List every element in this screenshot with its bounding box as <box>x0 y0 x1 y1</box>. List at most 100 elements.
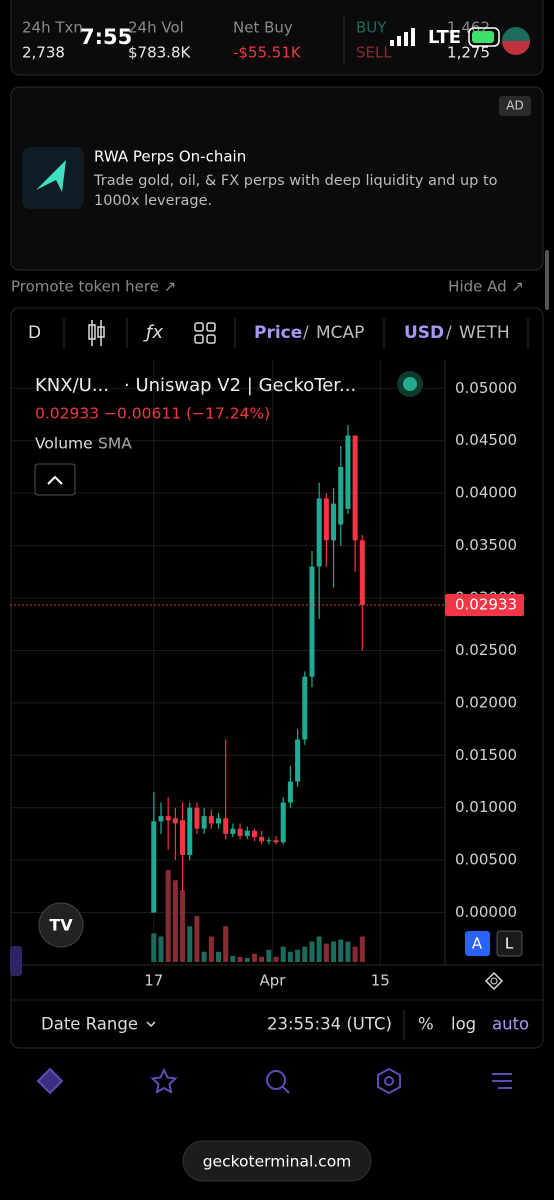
volume-bar <box>266 949 272 962</box>
separator: / <box>446 323 452 343</box>
y-tick-label: 0.04500 <box>455 431 517 449</box>
candle-body <box>223 818 229 834</box>
stat-label: Net Buy <box>233 19 293 37</box>
weth-toggle[interactable]: WETH <box>459 323 510 343</box>
hide-ad[interactable]: Hide Ad ↗ <box>448 278 524 296</box>
stats-card <box>10 0 544 76</box>
volume-bar <box>345 941 351 962</box>
x-tick-label: 15 <box>371 972 390 990</box>
indicator-icon[interactable]: ƒx <box>143 322 163 343</box>
chevron <box>146 1021 156 1028</box>
candle-body <box>180 820 186 855</box>
status-dot <box>403 377 417 391</box>
y-tick-label: 0.05000 <box>455 379 517 397</box>
candle-body <box>302 676 308 740</box>
date-range[interactable]: Date Range <box>41 1015 138 1034</box>
layout-icon[interactable] <box>194 322 216 344</box>
volume-bar <box>309 941 315 962</box>
candle-body <box>280 802 286 843</box>
volume-bar <box>208 936 214 962</box>
candle-body <box>359 540 365 606</box>
volume-bar <box>295 949 301 962</box>
candle-icon[interactable] <box>88 320 105 346</box>
signal-icon <box>390 28 415 46</box>
scale-button-bg[interactable] <box>465 931 490 956</box>
price-toggle[interactable]: Price <box>254 323 302 343</box>
url-pill[interactable] <box>182 1140 372 1182</box>
collapse-button[interactable] <box>34 463 76 496</box>
ad-card[interactable] <box>10 86 544 271</box>
usd-toggle[interactable]: USD <box>404 323 444 343</box>
candle-body <box>201 816 207 829</box>
volume-bar <box>323 943 329 962</box>
candle-body <box>259 837 265 842</box>
candle-body <box>273 840 279 843</box>
candle-body <box>172 818 178 824</box>
volume-bar <box>165 870 171 962</box>
separator: / <box>303 323 309 343</box>
ad-logo-mark <box>36 160 66 192</box>
candle-body <box>295 739 301 782</box>
volume-bar <box>302 946 308 962</box>
url[interactable]: geckoterminal.com <box>203 1153 352 1171</box>
volume-bar <box>251 953 257 962</box>
scale-button[interactable]: L <box>505 935 514 953</box>
settings-icon-dot <box>490 977 498 985</box>
buy-label: BUY <box>356 19 387 37</box>
status-time: 7:55 <box>80 25 132 49</box>
settings-icon[interactable] <box>484 971 504 991</box>
candle-body <box>345 435 351 509</box>
last-price-tag: 0.02933 <box>455 596 517 614</box>
candle-body <box>216 818 222 824</box>
side-handle[interactable] <box>10 946 22 976</box>
candle-body <box>151 821 157 913</box>
tv-logo[interactable] <box>38 902 84 948</box>
candle-body <box>165 816 171 821</box>
nav-explore[interactable] <box>377 1067 401 1095</box>
nav <box>36 1067 512 1095</box>
interval[interactable]: D <box>28 323 41 343</box>
y-tick-label: 0.02500 <box>455 641 517 659</box>
percent-toggle[interactable]: % <box>418 1015 434 1034</box>
tv-logo-mark: TV <box>49 916 73 935</box>
nav-search[interactable] <box>266 1070 286 1090</box>
nav-menu[interactable] <box>492 1073 512 1089</box>
candle-body <box>208 816 214 824</box>
nav-watchlist[interactable] <box>150 1067 178 1094</box>
price-change: −0.00611 (−17.24%) <box>104 405 270 423</box>
scale-button[interactable]: A <box>472 935 483 953</box>
y-tick-label: 0.00500 <box>455 851 517 869</box>
volume-bar <box>352 946 358 962</box>
mcap-toggle[interactable]: MCAP <box>316 323 364 343</box>
auto-toggle[interactable]: auto <box>492 1015 529 1034</box>
ad-text: 1000x leverage. <box>94 193 212 209</box>
log-toggle[interactable]: log <box>451 1015 476 1034</box>
pair-name: KNX/U... <box>35 375 109 396</box>
volume-bar <box>187 926 193 962</box>
battery-level <box>472 31 494 43</box>
volume-bar <box>331 941 337 962</box>
volume-bar <box>338 939 344 962</box>
sell-label: SELL <box>356 44 392 62</box>
nav-home[interactable] <box>36 1067 64 1095</box>
y-tick-label: 0.01500 <box>455 746 517 764</box>
ad-badge-bg <box>499 96 531 116</box>
volume-label: Volume <box>35 435 93 453</box>
ad-badge: AD <box>506 99 523 113</box>
promote-link[interactable]: Promote token here ↗ <box>11 278 176 296</box>
scale-button-bg[interactable] <box>496 930 523 957</box>
ratio-icon-sell <box>502 41 530 55</box>
nav-search-handle <box>282 1086 290 1094</box>
scrollbar <box>545 250 549 310</box>
stat-value: $783.8K <box>128 44 191 62</box>
ad-title[interactable]: RWA Perps On-chain <box>94 148 246 166</box>
candle-body <box>237 828 243 837</box>
candle-body <box>323 498 329 541</box>
collapse-icon <box>47 475 63 485</box>
volume-bar <box>151 933 157 962</box>
candle-body <box>316 498 322 567</box>
plot: 0.050000.045000.040000.035000.030000.025… <box>10 360 543 990</box>
candle-body <box>266 840 272 842</box>
